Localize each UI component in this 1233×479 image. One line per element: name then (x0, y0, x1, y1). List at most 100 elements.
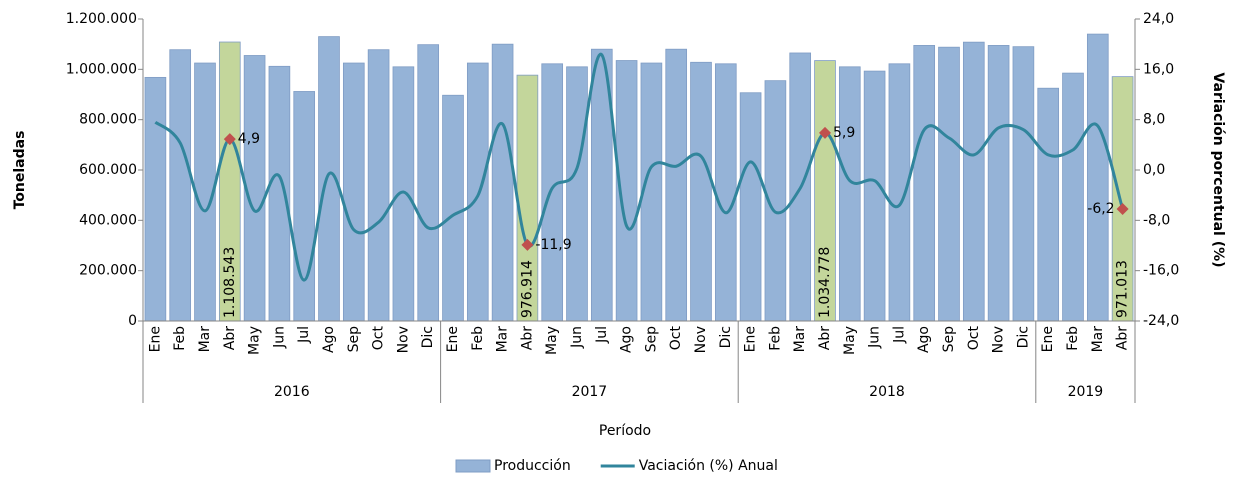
bar (714, 63, 737, 322)
x-group-label: 2016 (274, 384, 310, 400)
x-tick-label: Abr (222, 326, 238, 350)
x-tick-label: Mar (1090, 326, 1106, 353)
y2-tick-label: 8,0 (1143, 112, 1165, 128)
x-tick-label: Mar (792, 326, 808, 353)
y2-tick-label: -8,0 (1143, 212, 1170, 228)
x-tick-label: Ago (321, 326, 337, 353)
bar (913, 45, 936, 322)
x-tick-label: Nov (395, 326, 411, 353)
x-tick-label: Abr (519, 326, 535, 350)
legend-label: Vaciación (%) Anual (639, 458, 778, 474)
x-tick-label: Sep (941, 326, 957, 353)
bar (962, 41, 985, 322)
bar (1062, 72, 1084, 322)
marker (223, 133, 236, 146)
y-tick-label: 1.000.000 (66, 61, 137, 77)
x-tick-label: Jul (594, 326, 610, 344)
legend-swatch (455, 459, 491, 473)
bar (1086, 33, 1109, 322)
y2-tick-label: 24,0 (1143, 11, 1174, 27)
bar (690, 61, 712, 322)
y-axis-label: Toneladas (12, 131, 28, 210)
x-tick-label: Feb (767, 326, 783, 351)
x-tick-label: Sep (643, 326, 659, 353)
x-tick-label: Feb (172, 326, 188, 351)
x-tick-label: Ene (1040, 326, 1056, 352)
bar (987, 45, 1010, 322)
x-tick-label: Oct (371, 326, 387, 351)
x-axis-label: Período (599, 423, 651, 439)
bar (566, 66, 588, 322)
y-tick-label: 1.200.000 (66, 11, 137, 27)
line (154, 53, 1125, 282)
bar-value-label: 976.914 (519, 260, 535, 318)
bar (169, 49, 192, 322)
x-tick-label: Mar (495, 326, 511, 353)
x-tick-label: Dic (718, 326, 734, 348)
y2-tick-label: -24,0 (1143, 313, 1179, 329)
bar (665, 48, 688, 322)
x-tick-label: Nov (991, 326, 1007, 353)
x-tick-label: Dic (1015, 326, 1031, 348)
y-tick-label: 0 (128, 313, 137, 329)
x-tick-label: Sep (346, 326, 362, 353)
x-tick-label: May (842, 326, 858, 355)
x-group-label: 2017 (572, 384, 608, 400)
x-tick-label: Ago (619, 326, 635, 353)
x-tick-label: Feb (470, 326, 486, 351)
x-group-label: 2019 (1068, 384, 1104, 400)
bar (367, 49, 390, 322)
marker (1116, 203, 1129, 216)
legend-label: Producción (494, 458, 571, 474)
line-value-label: -11,9 (535, 237, 571, 253)
x-tick-label: Nov (693, 326, 709, 353)
bar (938, 46, 960, 322)
x-tick-label: Ene (743, 326, 759, 352)
x-tick-label: Jun (569, 326, 585, 349)
bar-value-label: 1.108.543 (222, 247, 238, 318)
bar (442, 94, 464, 322)
bar (491, 43, 514, 322)
y-tick-label: 600.000 (79, 162, 137, 178)
x-tick-label: Ene (445, 326, 461, 352)
x-tick-label: Abr (1115, 326, 1131, 350)
x-tick-label: Ene (147, 326, 163, 352)
bar (739, 92, 762, 322)
x-tick-label: Jun (271, 326, 287, 349)
bar (541, 63, 564, 322)
bar (863, 70, 886, 322)
bar (392, 66, 415, 322)
bar (1037, 87, 1060, 322)
y2-tick-label: 0,0 (1143, 162, 1165, 178)
x-group-label: 2018 (869, 384, 905, 400)
bar (144, 76, 167, 322)
line-value-label: 5,9 (833, 125, 855, 141)
line-value-label: 4,9 (238, 131, 260, 147)
bar (888, 63, 911, 322)
y-tick-label: 800.000 (79, 112, 137, 128)
x-tick-label: Abr (817, 326, 833, 350)
marker (819, 126, 831, 139)
bar (466, 62, 489, 322)
bar-value-label: 971.013 (1115, 260, 1131, 318)
x-tick-label: Feb (1065, 326, 1081, 351)
bar (838, 66, 861, 322)
x-tick-label: Jul (296, 326, 312, 344)
y-tick-label: 400.000 (79, 212, 137, 228)
bar (1012, 46, 1035, 322)
x-tick-label: Jun (867, 326, 883, 349)
bar (293, 91, 316, 322)
marker (521, 238, 534, 251)
x-tick-label: Oct (668, 326, 684, 351)
x-tick-label: Dic (420, 326, 436, 348)
line-value-label: -6,2 (1087, 201, 1114, 217)
x-tick-label: Ago (916, 326, 932, 353)
y2-tick-label: -16,0 (1143, 263, 1179, 279)
x-tick-label: Jul (891, 326, 907, 344)
x-tick-label: May (247, 326, 263, 355)
y2-tick-label: 16,0 (1143, 61, 1174, 77)
bar (417, 44, 440, 322)
x-tick-label: May (544, 326, 560, 355)
x-tick-label: Mar (197, 326, 213, 353)
